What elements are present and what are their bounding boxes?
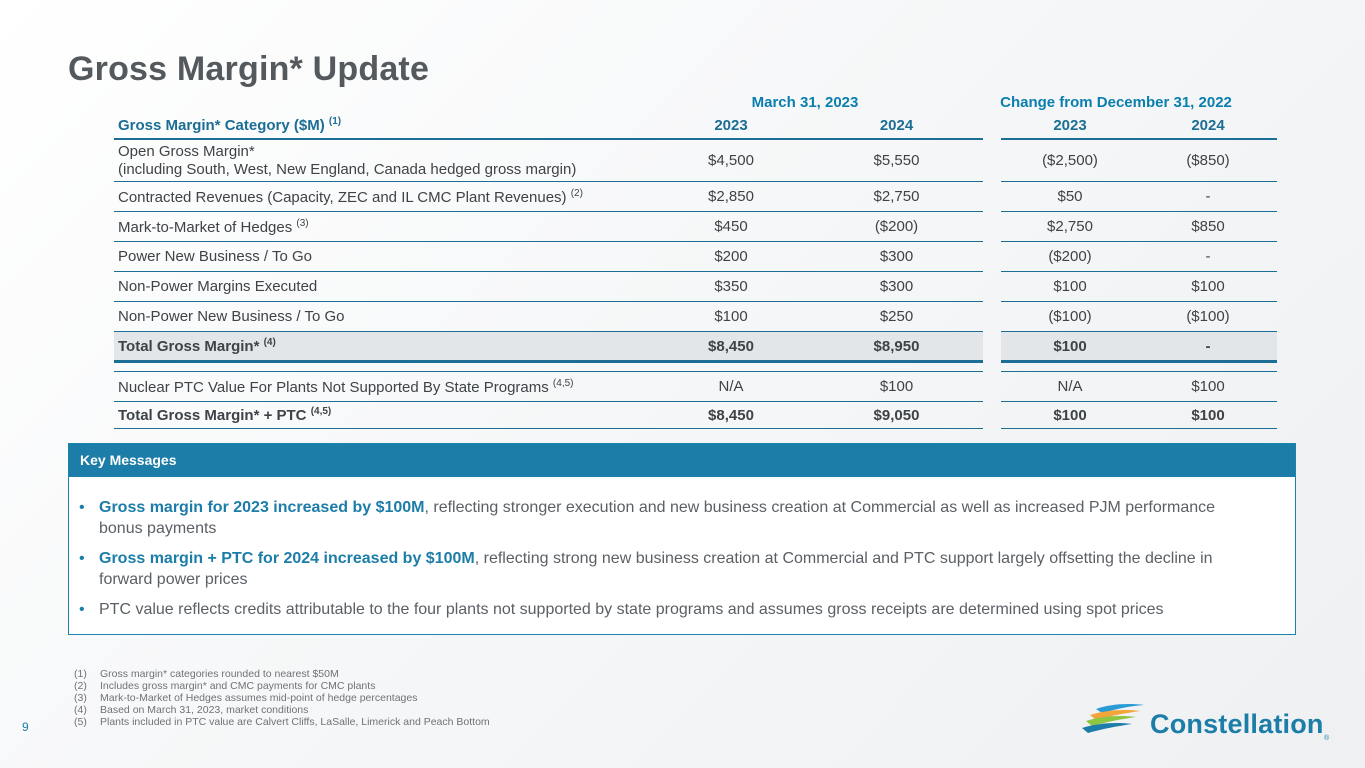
- logo-text: Constellation: [1150, 709, 1324, 739]
- bullet-icon: •: [79, 550, 85, 567]
- cell: $450: [652, 211, 810, 242]
- cell: $100: [1001, 331, 1139, 363]
- cell: $8,950: [810, 331, 983, 363]
- cell: ($100): [1139, 301, 1277, 332]
- year-header-2024-march: 2024: [810, 112, 983, 140]
- cell: $100: [1139, 401, 1277, 429]
- total-row: Total Gross Margin* (4) $8,450 $8,950 $1…: [114, 331, 1277, 363]
- bullet-icon: •: [79, 601, 85, 618]
- footnote: (5) Plants included in PTC value are Calv…: [74, 716, 490, 728]
- cell: $100: [1139, 371, 1277, 402]
- key-messages-list: • Gross margin for 2023 increased by $100…: [69, 477, 1295, 620]
- cell: -: [1139, 241, 1277, 272]
- row-label: Open Gross Margin* (including South, West…: [114, 139, 652, 182]
- table-row: Power New Business / To Go $200 $300 ($2…: [114, 241, 1277, 272]
- cell: N/A: [1001, 371, 1139, 402]
- cell: $5,550: [810, 139, 983, 182]
- footnotes: (1) Gross margin* categories rounded to n…: [74, 668, 490, 728]
- cell: $100: [652, 301, 810, 332]
- cell: $200: [652, 241, 810, 272]
- cell: ($2,500): [1001, 139, 1139, 182]
- year-header-2023-march: 2023: [652, 112, 810, 140]
- key-messages-title: Key Messages: [69, 444, 1295, 477]
- cell: $300: [810, 241, 983, 272]
- cell: $100: [1001, 271, 1139, 302]
- key-messages-box: Key Messages • Gross margin for 2023 incr…: [68, 443, 1296, 635]
- page-number: 9: [22, 720, 29, 734]
- cell: $8,450: [652, 401, 810, 429]
- footnote: (1) Gross margin* categories rounded to n…: [74, 668, 339, 680]
- cell: $2,850: [652, 181, 810, 212]
- row-label: Power New Business / To Go: [114, 241, 652, 272]
- footnote: (2) Includes gross margin* and CMC paymen…: [74, 680, 376, 692]
- gross-margin-table: Gross Margin* Category ($M) (1) 2023 202…: [114, 112, 1277, 429]
- row-label: Total Gross Margin* + PTC (4,5): [114, 401, 652, 429]
- cell: $250: [810, 301, 983, 332]
- footnote: (3) Mark-to-Market of Hedges assumes mid-…: [74, 692, 418, 704]
- cell: ($200): [810, 211, 983, 242]
- constellation-swoosh-icon: [1082, 704, 1144, 733]
- cell: $8,450: [652, 331, 810, 363]
- table-row: Non-Power Margins Executed $350 $300 $10…: [114, 271, 1277, 302]
- cell: $9,050: [810, 401, 983, 429]
- list-item: • Gross margin for 2023 increased by $100…: [79, 499, 1216, 537]
- cell: ($850): [1139, 139, 1277, 182]
- cell: $100: [810, 371, 983, 402]
- table-row: Non-Power New Business / To Go $100 $250…: [114, 301, 1277, 332]
- list-item: • PTC value reflects credits attributable…: [79, 601, 1164, 618]
- cell: $4,500: [652, 139, 810, 182]
- page-title: Gross Margin* Update: [68, 50, 430, 88]
- cell: $850: [1139, 211, 1277, 242]
- table-row: Contracted Revenues (Capacity, ZEC and I…: [114, 181, 1277, 212]
- total-ptc-row: Total Gross Margin* + PTC (4,5) $8,450 $…: [114, 401, 1277, 429]
- footnote: (4) Based on March 31, 2023, market condi…: [74, 704, 309, 716]
- cell: $2,750: [810, 181, 983, 212]
- row-label: Mark-to-Market of Hedges (3): [114, 211, 652, 242]
- list-item: • Gross margin + PTC for 2024 increased b…: [79, 550, 1213, 588]
- row-label: Nuclear PTC Value For Plants Not Support…: [114, 371, 652, 402]
- cell: $2,750: [1001, 211, 1139, 242]
- cell: ($200): [1001, 241, 1139, 272]
- cell: ($100): [1001, 301, 1139, 332]
- year-header-2024-change: 2024: [1139, 112, 1277, 140]
- table-row: Mark-to-Market of Hedges (3) $450 ($200)…: [114, 211, 1277, 242]
- group-header-change: Change from December 31, 2022: [1000, 94, 1232, 111]
- cell: $350: [652, 271, 810, 302]
- registered-mark: ®: [1324, 735, 1330, 742]
- table-row: Nuclear PTC Value For Plants Not Support…: [114, 371, 1277, 402]
- category-header: Gross Margin* Category ($M) (1): [114, 112, 652, 140]
- cell: $300: [810, 271, 983, 302]
- row-label: Total Gross Margin* (4): [114, 331, 652, 363]
- cell: $100: [1001, 401, 1139, 429]
- row-label: Contracted Revenues (Capacity, ZEC and I…: [114, 181, 652, 212]
- table-row: Open Gross Margin* (including South, West…: [114, 139, 1277, 182]
- table-divider: [114, 361, 1277, 372]
- cell: $50: [1001, 181, 1139, 212]
- cell: $100: [1139, 271, 1277, 302]
- constellation-logo: Constellation ®: [1080, 703, 1340, 743]
- bullet-icon: •: [79, 499, 85, 516]
- table-header-row: Gross Margin* Category ($M) (1) 2023 202…: [114, 112, 1277, 140]
- row-label: Non-Power Margins Executed: [114, 271, 652, 302]
- group-header-march: March 31, 2023: [751, 94, 859, 111]
- row-label: Non-Power New Business / To Go: [114, 301, 652, 332]
- cell: -: [1139, 181, 1277, 212]
- cell: -: [1139, 331, 1277, 363]
- cell: N/A: [652, 371, 810, 402]
- year-header-2023-change: 2023: [1001, 112, 1139, 140]
